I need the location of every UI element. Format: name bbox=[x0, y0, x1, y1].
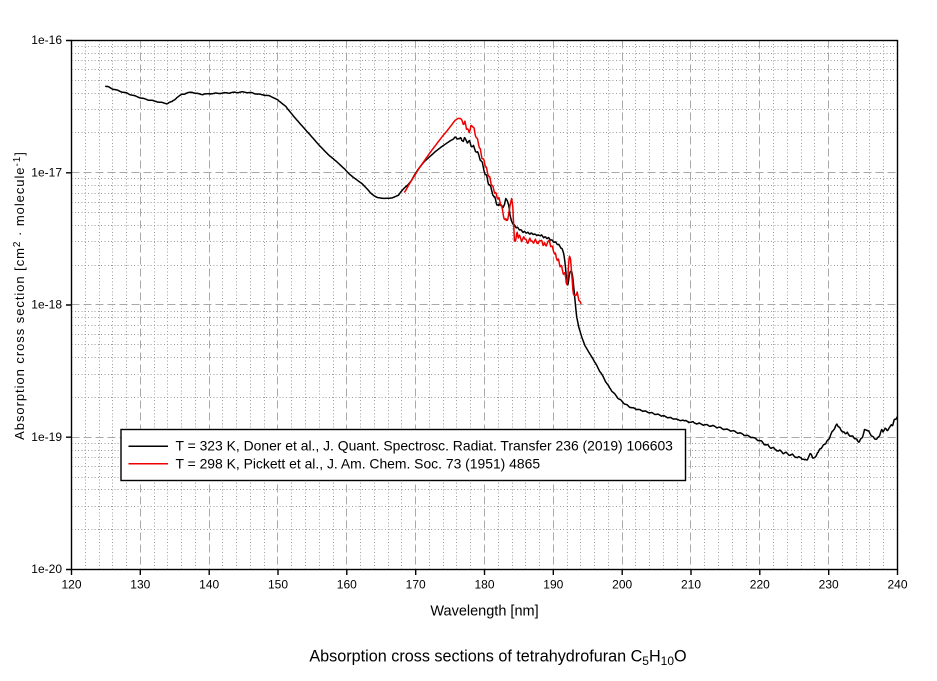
svg-text:1e-19: 1e-19 bbox=[31, 430, 62, 444]
svg-text:230: 230 bbox=[819, 578, 839, 592]
svg-text:140: 140 bbox=[199, 578, 219, 592]
svg-text:Absorption cross section [cm2: Absorption cross section [cm2 · molecule… bbox=[12, 151, 27, 440]
svg-text:1e-17: 1e-17 bbox=[31, 165, 62, 179]
svg-text:Wavelength [nm]: Wavelength [nm] bbox=[430, 604, 538, 620]
svg-text:150: 150 bbox=[268, 578, 288, 592]
svg-text:180: 180 bbox=[474, 578, 494, 592]
svg-text:200: 200 bbox=[612, 578, 632, 592]
svg-text:170: 170 bbox=[406, 578, 426, 592]
svg-text:1e-16: 1e-16 bbox=[31, 33, 62, 47]
svg-text:220: 220 bbox=[750, 578, 770, 592]
svg-text:130: 130 bbox=[130, 578, 150, 592]
svg-text:T = 298 K, Pickett et al., J.: T = 298 K, Pickett et al., J. Am. Chem. … bbox=[176, 455, 541, 471]
svg-text:T = 323 K, Doner et al., J. Qu: T = 323 K, Doner et al., J. Quant. Spect… bbox=[176, 438, 674, 454]
svg-text:1e-20: 1e-20 bbox=[31, 562, 62, 576]
svg-text:1e-18: 1e-18 bbox=[31, 298, 62, 312]
svg-text:190: 190 bbox=[543, 578, 563, 592]
svg-text:160: 160 bbox=[337, 578, 357, 592]
svg-text:120: 120 bbox=[61, 578, 81, 592]
svg-text:Absorption cross sections of t: Absorption cross sections of tetrahydrof… bbox=[309, 648, 686, 669]
svg-text:210: 210 bbox=[681, 578, 701, 592]
svg-text:240: 240 bbox=[887, 578, 907, 592]
